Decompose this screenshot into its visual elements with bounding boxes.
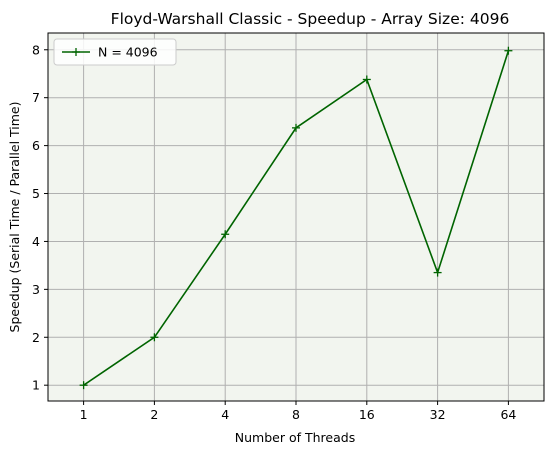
- grid: [48, 33, 544, 401]
- plot-frame: [47, 32, 545, 402]
- x-tick-label: 32: [430, 407, 446, 422]
- data-point: [150, 333, 159, 342]
- x-tick-label: 1: [80, 407, 88, 422]
- x-tick-label: 64: [500, 407, 516, 422]
- y-tick-label: 8: [32, 42, 40, 57]
- legend: N = 4096: [53, 38, 177, 66]
- legend-label: N = 4096: [98, 45, 158, 60]
- y-tick-label: 3: [32, 282, 40, 297]
- y-tick-label: 2: [32, 330, 40, 345]
- x-axis: 1 2 4 8 16 32 64: [80, 401, 516, 422]
- data-point: [433, 268, 442, 277]
- y-axis: 1 2 3 4 5 6 7 8: [32, 42, 48, 393]
- y-axis-label: Speedup (Serial Time / Parallel Time): [7, 102, 22, 333]
- x-tick-label: 2: [150, 407, 158, 422]
- y-tick-label: 5: [32, 186, 40, 201]
- legend-box: [53, 38, 177, 66]
- x-tick-label: 4: [221, 407, 229, 422]
- x-tick-label: 16: [359, 407, 375, 422]
- y-tick-label: 1: [32, 378, 40, 393]
- series-layer: [79, 46, 513, 390]
- data-point: [221, 230, 230, 239]
- data-point: [79, 381, 88, 390]
- data-point: [362, 75, 371, 84]
- x-tick-label: 8: [292, 407, 300, 422]
- y-tick-label: 7: [32, 90, 40, 105]
- data-point: [504, 46, 513, 55]
- y-tick-label: 4: [32, 234, 40, 249]
- chart-title: Floyd-Warshall Classic - Speedup - Array…: [111, 10, 510, 28]
- data-point: [292, 123, 300, 132]
- y-tick-label: 6: [32, 138, 40, 153]
- x-axis-label: Number of Threads: [235, 430, 355, 445]
